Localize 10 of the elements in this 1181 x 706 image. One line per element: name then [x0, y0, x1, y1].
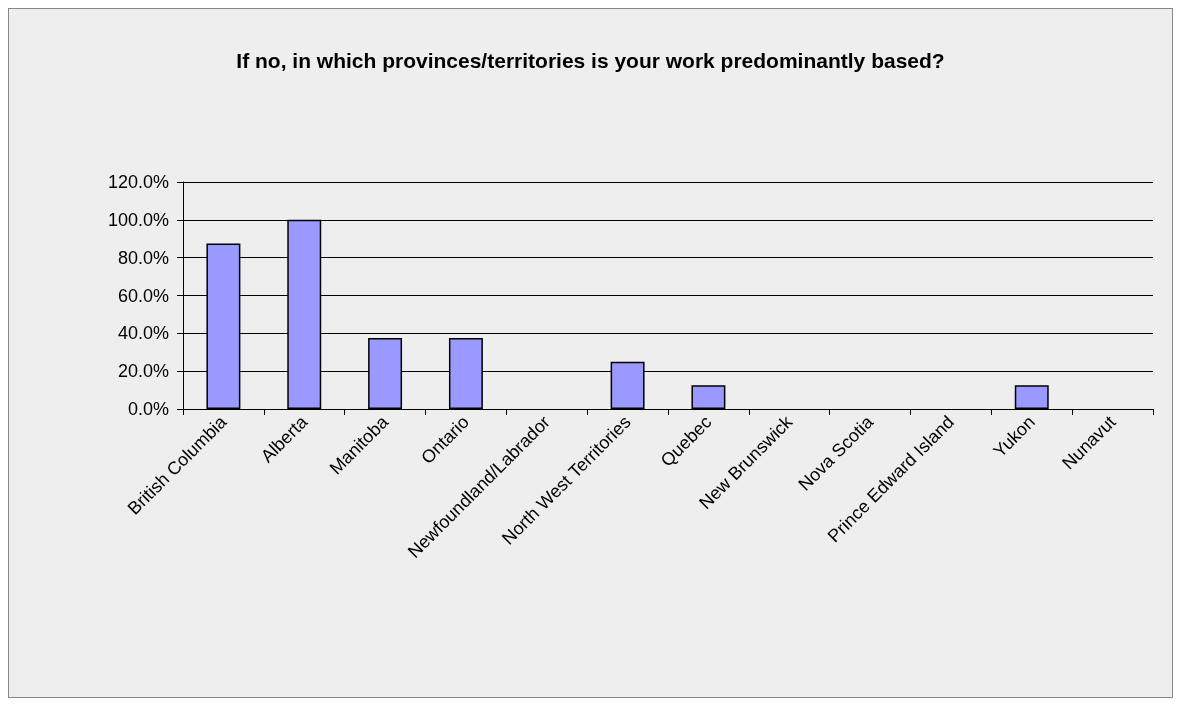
bar — [1014, 385, 1049, 409]
bar — [691, 385, 726, 409]
y-tick-label: 80.0% — [117, 247, 169, 268]
y-tick-label: 20.0% — [117, 361, 169, 382]
y-tick-label: 120.0% — [107, 172, 169, 192]
y-tick-label: 60.0% — [117, 285, 169, 306]
y-tick-label: 100.0% — [107, 209, 169, 230]
y-tick-label: 40.0% — [117, 323, 169, 344]
y-tick-label: 0.0% — [127, 399, 169, 419]
chart-title: If no, in which provinces/territories is your work predominantly based? — [236, 49, 945, 72]
